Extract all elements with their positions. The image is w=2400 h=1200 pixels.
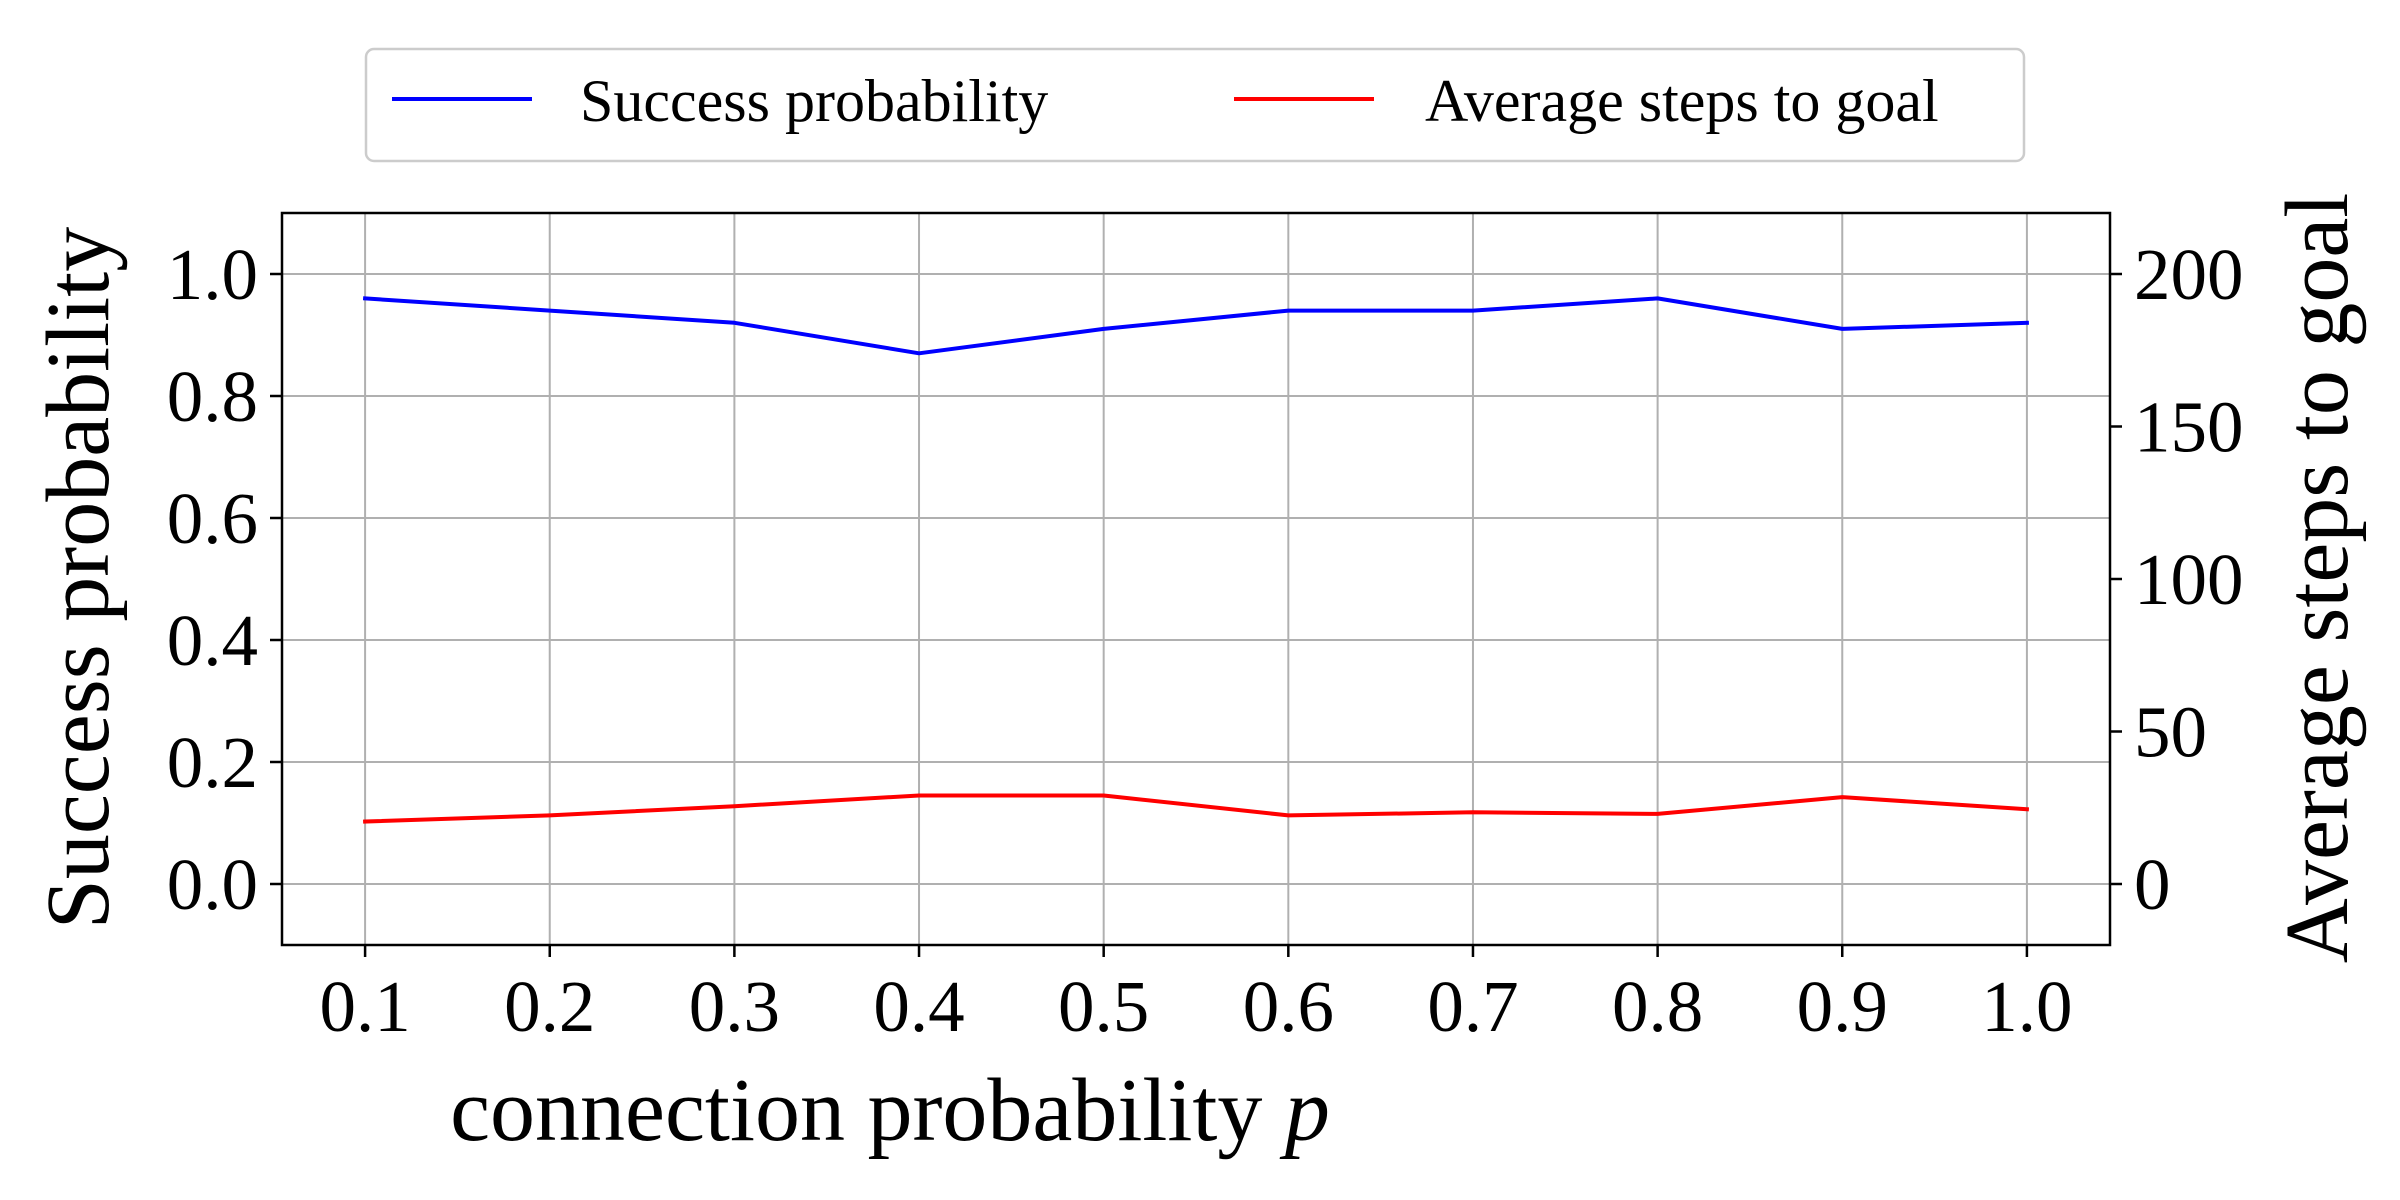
x-tick-label: 0.2 <box>504 966 595 1047</box>
series-line-success-probability <box>362 296 2029 356</box>
right-y-tick-label: 0 <box>2134 844 2171 925</box>
series-line-average-steps-to-goal <box>363 793 2030 824</box>
legend-frame <box>364 47 2026 163</box>
x-tick-label: 0.8 <box>1612 966 1703 1047</box>
legend: Success probability Average steps to goa… <box>364 47 2026 163</box>
left-y-tick-label: 0.2 <box>167 722 258 803</box>
x-tick-label: 0.7 <box>1427 966 1518 1047</box>
left-y-tick-label: 1.0 <box>167 234 258 315</box>
left-y-axis-title: Success probability <box>29 227 128 929</box>
left-y-tick-label: 0.0 <box>167 844 258 925</box>
legend-label-average-steps: Average steps to goal <box>1425 68 1939 134</box>
x-tick-label: 0.6 <box>1243 966 1334 1047</box>
right-y-tick-label: 50 <box>2134 692 2207 773</box>
left-y-tick-label: 0.4 <box>167 600 258 681</box>
series-lines <box>362 296 2030 824</box>
grid-lines <box>282 213 2110 945</box>
right-y-tick-label: 150 <box>2134 387 2244 468</box>
right-y-axis-title: Average steps to goal <box>2268 193 2367 964</box>
x-tick-label: 0.9 <box>1797 966 1888 1047</box>
x-tick-label: 0.3 <box>689 966 780 1047</box>
x-axis-title-text: connection probability <box>450 1061 1285 1160</box>
x-axis-title-variable: p <box>1279 1061 1330 1160</box>
left-y-tick-label: 0.8 <box>167 356 258 437</box>
x-tick-label: 1.0 <box>1981 966 2072 1047</box>
axis-ticks: 0.1 0.2 0.3 0.4 0.5 0.6 0.7 0.8 0.9 1.0 0.0 0.2 0.4 0… <box>167 234 2244 1047</box>
x-tick-label: 0.4 <box>873 966 964 1047</box>
left-y-tick-label: 0.6 <box>167 478 258 559</box>
right-y-tick-label: 100 <box>2134 539 2244 620</box>
x-tick-label: 0.5 <box>1058 966 1149 1047</box>
legend-label-success-probability: Success probability <box>580 68 1048 134</box>
x-axis-title: connection probability p <box>450 1061 1330 1160</box>
x-tick-label: 0.1 <box>319 966 410 1047</box>
right-y-tick-label: 200 <box>2134 234 2244 315</box>
